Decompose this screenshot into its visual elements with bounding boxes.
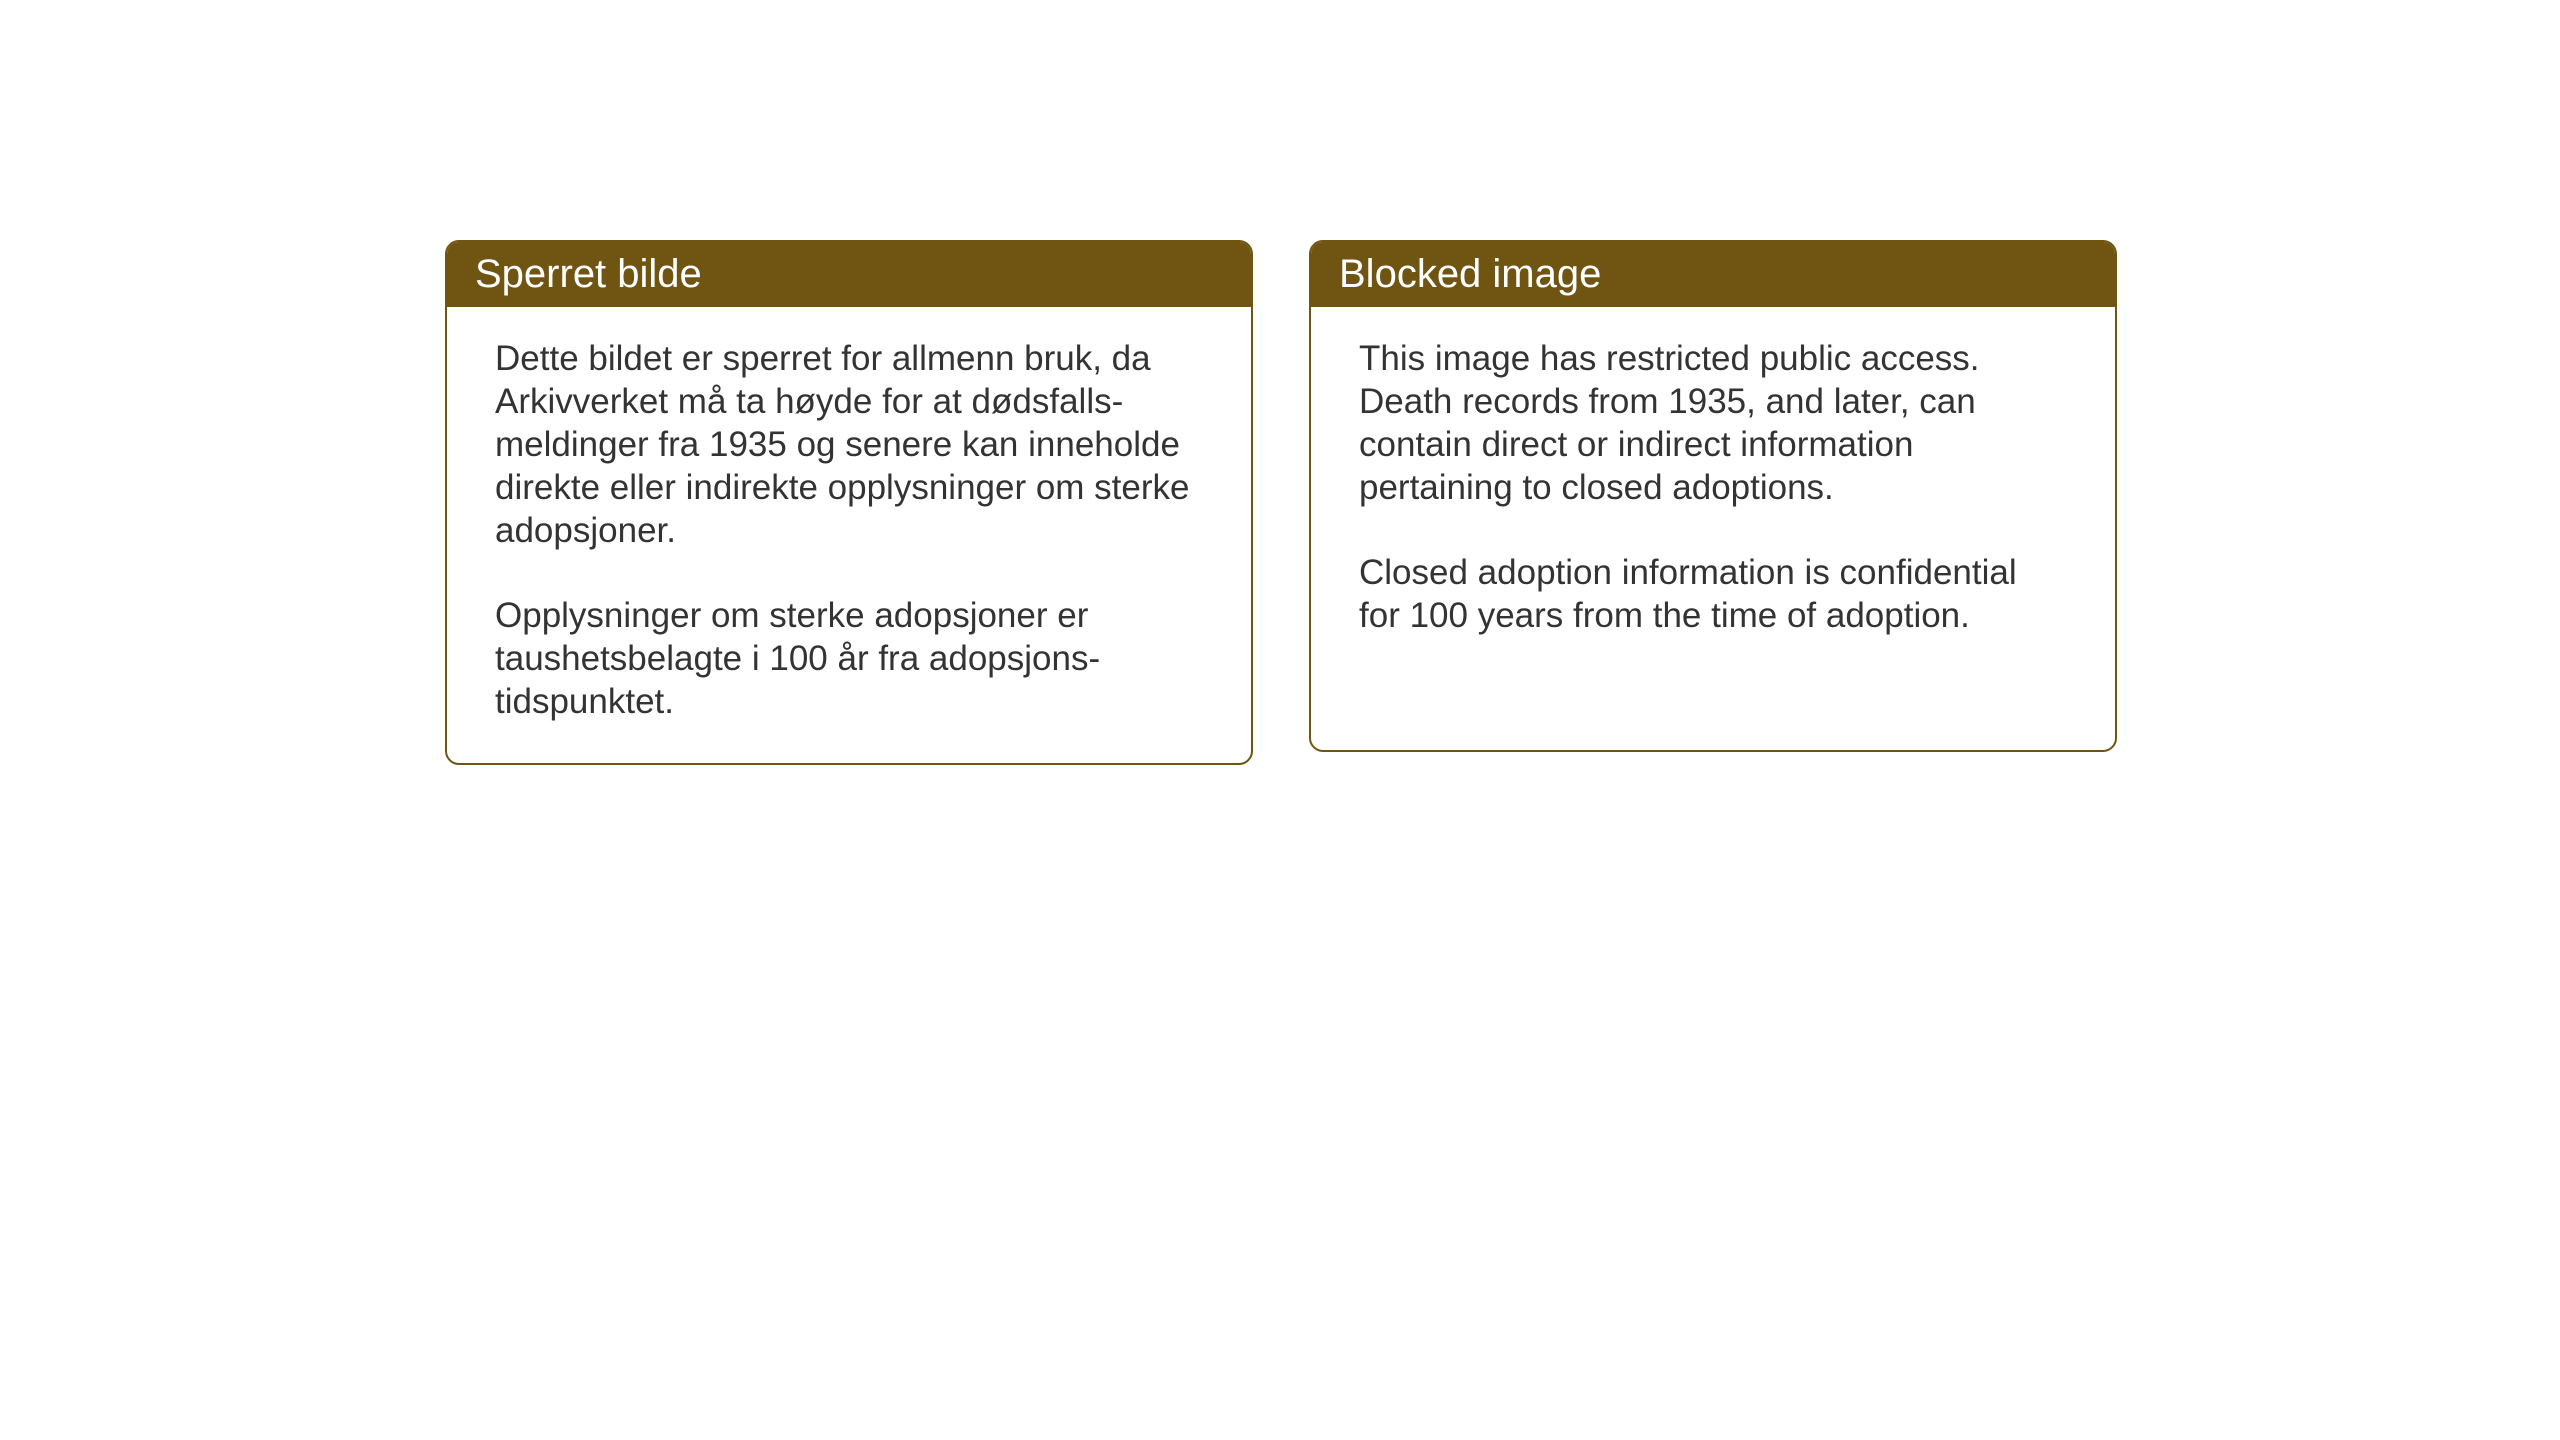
notice-paragraph-1-english: This image has restricted public access.… bbox=[1359, 337, 2067, 509]
notice-title-english: Blocked image bbox=[1339, 252, 1601, 296]
notice-header-english: Blocked image bbox=[1311, 242, 2115, 307]
notice-title-norwegian: Sperret bilde bbox=[475, 252, 702, 296]
notice-paragraph-1-norwegian: Dette bildet er sperret for allmenn bruk… bbox=[495, 337, 1203, 552]
notice-card-english: Blocked image This image has restricted … bbox=[1309, 240, 2117, 752]
notice-body-norwegian: Dette bildet er sperret for allmenn bruk… bbox=[447, 307, 1251, 763]
notice-paragraph-2-english: Closed adoption information is confident… bbox=[1359, 551, 2067, 637]
notice-paragraph-2-norwegian: Opplysninger om sterke adopsjoner er tau… bbox=[495, 594, 1203, 723]
notice-card-norwegian: Sperret bilde Dette bildet er sperret fo… bbox=[445, 240, 1253, 765]
notice-header-norwegian: Sperret bilde bbox=[447, 242, 1251, 307]
notice-body-english: This image has restricted public access.… bbox=[1311, 307, 2115, 677]
notice-container: Sperret bilde Dette bildet er sperret fo… bbox=[445, 240, 2117, 765]
